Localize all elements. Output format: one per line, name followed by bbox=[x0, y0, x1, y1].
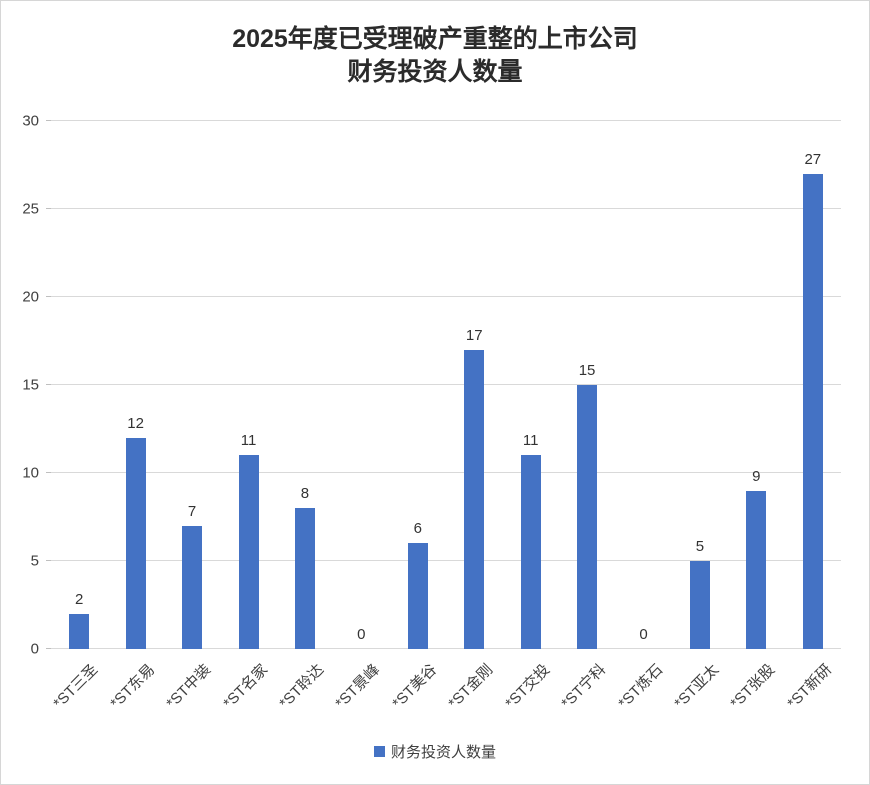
gridline-y15 bbox=[51, 384, 841, 385]
x-axis-label-*ST张股: *ST张股 bbox=[727, 661, 779, 713]
y-axis-label: 0 bbox=[30, 640, 39, 658]
bar-*ST新研 bbox=[802, 173, 823, 649]
x-axis-label-*ST炼石: *ST炼石 bbox=[614, 661, 666, 713]
y-tick bbox=[46, 648, 51, 649]
bar-*ST名家 bbox=[238, 455, 259, 649]
bar-value-label: 17 bbox=[465, 326, 483, 344]
y-tick bbox=[46, 208, 51, 209]
gridline-y25 bbox=[51, 208, 841, 209]
x-axis-label-*ST中装: *ST中装 bbox=[163, 661, 215, 713]
chart-title-line2: 财务投资人数量 bbox=[347, 58, 523, 86]
bar-value-label: 0 bbox=[639, 626, 648, 643]
chart-title: 2025年度已受理破产重整的上市公司 财务投资人数量 bbox=[1, 23, 869, 89]
gridline-y20 bbox=[51, 296, 841, 297]
x-axis-label-*ST亚太: *ST亚太 bbox=[671, 661, 723, 713]
bar-value-label: 12 bbox=[127, 414, 144, 432]
bar-value-label: 9 bbox=[752, 467, 761, 485]
bar-*ST金刚 bbox=[464, 349, 485, 649]
gridline-y5 bbox=[51, 560, 841, 561]
x-axis-label-*ST宁科: *ST宁科 bbox=[558, 661, 610, 713]
bar-value-label: 5 bbox=[695, 538, 705, 556]
y-axis-label: 25 bbox=[22, 200, 39, 218]
x-axis-label-*ST景峰: *ST景峰 bbox=[332, 661, 384, 713]
y-tick bbox=[46, 560, 51, 561]
plot-area: 0 5 10 15 20 25 30 2 12 7 11 8 0 6 17 11 15 0 5 9 27 bbox=[22, 113, 841, 658]
bar-*ST宁科 bbox=[577, 385, 598, 649]
bar-*ST东易 bbox=[125, 437, 146, 649]
bar-*ST中装 bbox=[182, 525, 203, 649]
y-tick bbox=[46, 472, 51, 473]
bar-value-label: 7 bbox=[187, 502, 197, 520]
y-axis-label: 30 bbox=[22, 112, 39, 130]
x-axis-label-*ST三圣: *ST三圣 bbox=[50, 661, 102, 713]
y-tick bbox=[46, 384, 51, 385]
bar-value-label: 15 bbox=[578, 362, 596, 379]
bar-*ST三圣 bbox=[69, 613, 90, 649]
y-axis-label: 20 bbox=[22, 288, 39, 306]
y-axis-label: 10 bbox=[22, 464, 39, 482]
x-axis-label-*ST东易: *ST东易 bbox=[106, 661, 158, 713]
bar-value-label: 11 bbox=[522, 432, 539, 450]
bar-value-label: 0 bbox=[357, 626, 366, 643]
x-axis-label-*ST名家: *ST名家 bbox=[219, 661, 271, 713]
gridline-y10 bbox=[51, 472, 841, 473]
x-axis-label-*ST美谷: *ST美谷 bbox=[389, 661, 440, 713]
x-axis-label-*ST聆达: *ST聆达 bbox=[276, 661, 328, 713]
legend-label: 财务投资人数量 bbox=[390, 744, 496, 761]
bar-value-label: 2 bbox=[75, 590, 84, 608]
gridline-y30 bbox=[51, 120, 841, 121]
gridline-y0 bbox=[51, 648, 841, 649]
bar-value-label: 27 bbox=[804, 150, 822, 168]
legend: 财务投资人数量 bbox=[1, 741, 869, 762]
bar-*ST交投 bbox=[520, 455, 541, 649]
bar-*ST美谷 bbox=[407, 543, 428, 649]
y-axis-label: 15 bbox=[22, 376, 39, 394]
bar-value-label: 8 bbox=[300, 485, 310, 503]
bar-value-label: 6 bbox=[413, 520, 422, 538]
y-tick bbox=[46, 120, 51, 121]
bar-*ST聆达 bbox=[294, 508, 315, 649]
y-axis-label: 5 bbox=[30, 552, 39, 570]
y-tick bbox=[46, 296, 51, 297]
bar-*ST亚太 bbox=[689, 561, 710, 649]
bar-value-label: 11 bbox=[240, 432, 257, 450]
legend-swatch bbox=[373, 746, 385, 757]
x-axis-label-*ST金刚: *ST金刚 bbox=[445, 661, 497, 713]
x-axis-label-*ST交投: *ST交投 bbox=[501, 661, 553, 713]
bar-*ST张股 bbox=[746, 490, 767, 649]
x-axis-label-*ST新研: *ST新研 bbox=[784, 661, 835, 713]
chart-title-line1: 2025年度已受理破产重整的上市公司 bbox=[232, 25, 638, 53]
